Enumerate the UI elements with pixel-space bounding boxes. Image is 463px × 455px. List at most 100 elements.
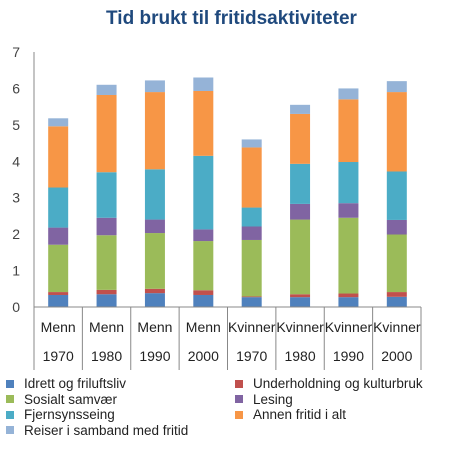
bar-segment: [48, 118, 69, 127]
bar-segment: [241, 296, 262, 298]
stacked-bar-chart: 0 1 2 3 4 5 6 7 Menn 1970 Menn 1980 Menn 1990 Menn 2000…: [12, 44, 422, 370]
bar-segment: [338, 293, 359, 298]
bar-segment: [290, 203, 311, 220]
bar-segment: [144, 92, 165, 170]
bar-segment: [193, 90, 214, 156]
bar-segment: [386, 219, 407, 235]
y-tick-label: 2: [12, 226, 20, 242]
bar-segment: [290, 294, 311, 298]
legend-item: Fjernsynsseing: [6, 407, 115, 422]
bar-segment: [193, 155, 214, 230]
bar-segment: [96, 172, 117, 218]
legend-swatch: [235, 395, 243, 403]
x-category-label: Menn: [89, 319, 124, 335]
bar-segment: [48, 187, 69, 228]
bar-segment: [144, 80, 165, 93]
bar-segment: [96, 235, 117, 290]
legend-label: Fjernsynsseing: [24, 407, 115, 422]
legend-swatch: [6, 379, 14, 388]
bar-segment: [96, 94, 117, 173]
bar-segment: [386, 81, 407, 93]
bar-segment: [144, 293, 165, 307]
y-tick-label: 1: [12, 263, 20, 279]
x-category-year-label: 1980: [284, 348, 315, 364]
bar-segment: [241, 226, 262, 240]
legend-label: Underholdning og kulturbruk: [253, 376, 423, 391]
bar-segment: [241, 297, 262, 307]
legend-swatch: [6, 410, 14, 419]
legend-swatch: [235, 379, 243, 388]
legend-label: Sosialt samvær: [24, 391, 118, 407]
bar-segment: [290, 297, 311, 307]
bar-segment: [241, 147, 262, 208]
legend-label: Idrett og friluftsliv: [24, 376, 127, 391]
x-category-year-label: 1990: [139, 348, 170, 364]
bar-segment: [386, 296, 407, 307]
y-tick-label: 0: [12, 299, 20, 315]
x-category-year-label: 1990: [333, 348, 364, 364]
legend-item: Annen fritid i alt: [235, 407, 346, 422]
bar-segment: [144, 169, 165, 220]
bar-segment: [193, 229, 214, 242]
legend-item: Underholdning og kulturbruk: [235, 376, 423, 391]
x-category-year-label: 1970: [43, 348, 74, 364]
x-category-label: Menn: [41, 319, 76, 335]
bar-segment: [338, 99, 359, 163]
legend-swatch: [6, 426, 14, 434]
bar-segment: [290, 163, 311, 204]
bar-segment: [96, 294, 117, 307]
x-category-year-label: 1970: [236, 348, 267, 364]
bar-segment: [386, 171, 407, 220]
x-category-year-label: 1980: [91, 348, 122, 364]
bar-segment: [144, 288, 165, 294]
bar-segment: [338, 88, 359, 100]
bar-segment: [290, 104, 311, 114]
x-category-label: Menn: [186, 319, 221, 335]
bar-segment: [241, 207, 262, 227]
x-category-label: Menn: [137, 319, 172, 335]
x-category-label: Kvinner: [373, 319, 421, 335]
bar-segment: [386, 92, 407, 172]
bar-segment: [48, 126, 69, 188]
legend-swatch: [6, 395, 14, 403]
bar-segment: [193, 241, 214, 291]
x-category-label: Kvinner: [276, 319, 324, 335]
bar-segment: [386, 234, 407, 293]
legend-label: Reiser i samband med fritid: [24, 422, 189, 438]
x-category-year-label: 2000: [381, 348, 412, 364]
bar-segment: [241, 139, 262, 148]
bar-segment: [241, 239, 262, 297]
bar-segment: [290, 219, 311, 295]
bar-segment: [338, 162, 359, 204]
bar-segment: [48, 227, 69, 245]
x-category-label: Kvinner: [228, 319, 276, 335]
bar-segment: [338, 203, 359, 218]
bar-segment: [193, 77, 214, 91]
y-tick-label: 3: [12, 190, 20, 206]
y-tick-label: 4: [12, 153, 20, 169]
bar-segment: [193, 294, 214, 307]
legend-label: Annen fritid i alt: [253, 407, 347, 422]
legend-item: Idrett og friluftsliv: [6, 376, 126, 391]
legend-item: Sosialt samvær: [6, 392, 117, 407]
bar-segment: [193, 290, 214, 295]
legend-swatch: [235, 410, 243, 419]
bar-segment: [48, 294, 69, 307]
legend-item: Reiser i samband med fritid: [6, 423, 188, 438]
bar-segment: [144, 233, 165, 289]
legend-label: Lesing: [253, 391, 293, 407]
bar-segment: [386, 292, 407, 297]
bar-segment: [290, 113, 311, 164]
y-tick-label: 7: [12, 44, 20, 60]
x-category-label: Kvinner: [325, 319, 373, 335]
y-tick-label: 5: [12, 117, 20, 133]
bar-segment: [96, 84, 117, 95]
bar-segment: [96, 289, 117, 295]
x-category-year-label: 2000: [188, 348, 219, 364]
bar-segment: [48, 292, 69, 295]
bar-segment: [48, 244, 69, 293]
bar-segment: [338, 297, 359, 307]
bar-segment: [96, 217, 117, 236]
bar-segment: [338, 217, 359, 294]
bar-segment: [144, 219, 165, 234]
